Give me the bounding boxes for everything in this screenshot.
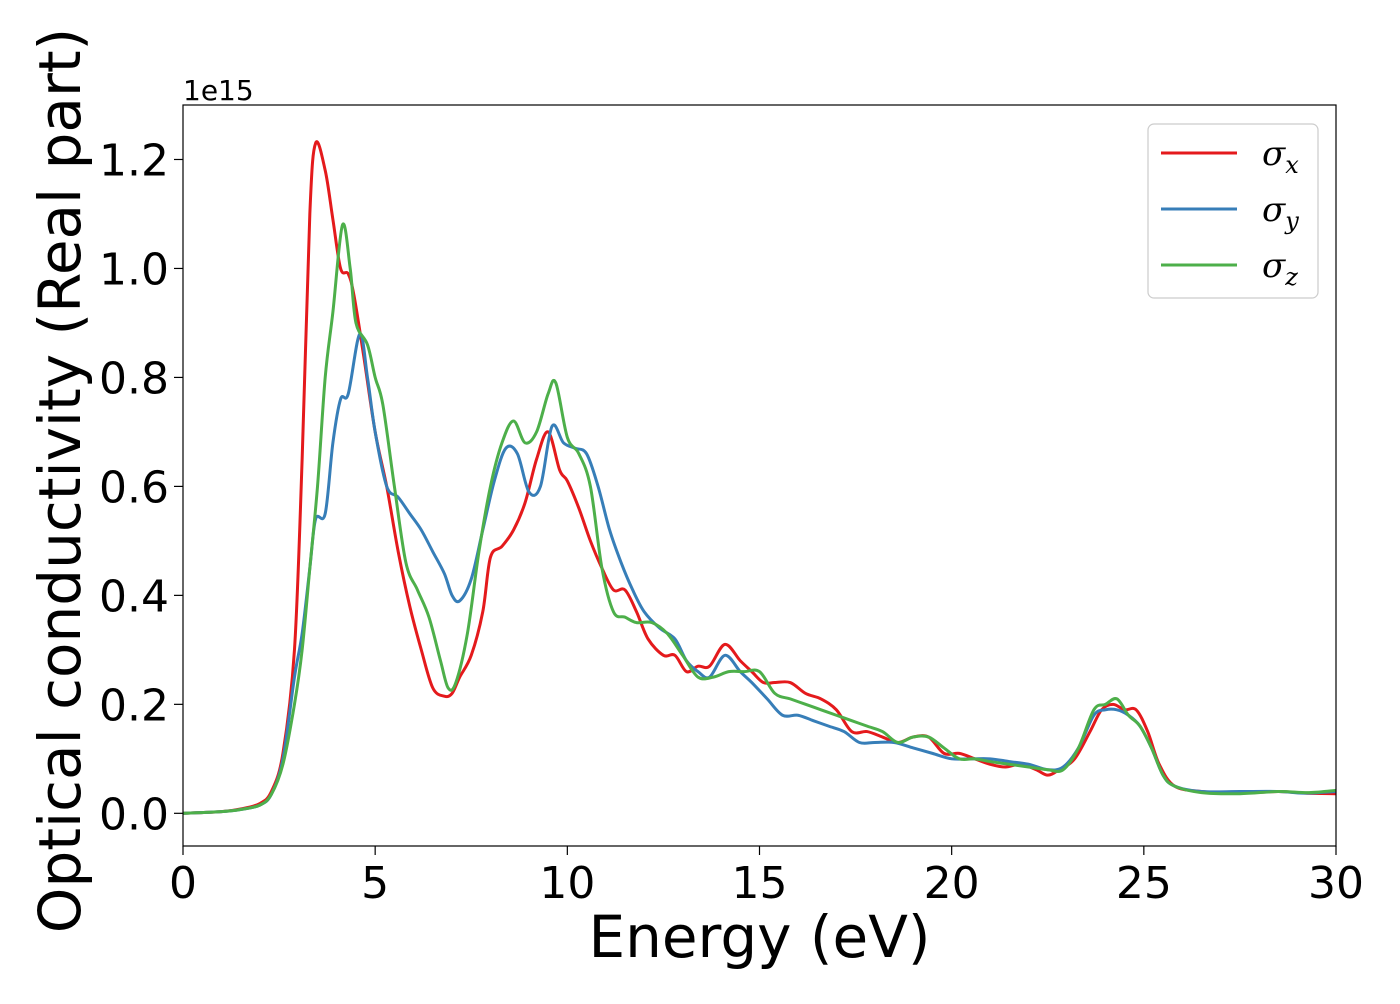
y-tick-label: 1.0 <box>99 244 169 295</box>
legend-entry-z: σz <box>1262 246 1298 291</box>
y-axis-offset-label: 1e15 <box>183 74 254 107</box>
legend-entry-subscript: x <box>1285 151 1299 179</box>
x-tick-label: 0 <box>169 858 197 909</box>
legend-entry-x: σx <box>1262 134 1299 179</box>
legend-box <box>1147 123 1319 299</box>
x-axis-ticks: 0 5 10 15 20 25 30 <box>169 846 1364 909</box>
y-axis-label: Optical conductivity (Real part) <box>26 28 94 933</box>
x-tick-label: 10 <box>539 858 595 909</box>
x-tick-label: 15 <box>732 858 788 909</box>
x-axis-label: Energy (eV) <box>588 903 930 971</box>
y-tick-label: 0.6 <box>99 462 169 513</box>
y-tick-label: 0.2 <box>99 680 169 731</box>
legend-entry-name: σ <box>1262 246 1286 286</box>
legend-entry-subscript: z <box>1284 263 1298 291</box>
x-tick-label: 30 <box>1308 858 1364 909</box>
x-tick-label: 5 <box>361 858 389 909</box>
legend-entry-subscript: y <box>1284 207 1299 235</box>
y-tick-label: 0.0 <box>99 789 169 840</box>
y-tick-label: 0.8 <box>99 353 169 404</box>
series-line-z <box>183 222 1336 815</box>
legend-entry-y: σy <box>1262 190 1299 235</box>
y-tick-label: 1.2 <box>99 135 169 186</box>
x-tick-label: 25 <box>1116 858 1172 909</box>
series-group <box>183 140 1336 815</box>
y-tick-label: 0.4 <box>99 571 169 622</box>
y-axis-ticks: 0.0 0.2 0.4 0.6 0.8 1.0 1.2 <box>99 135 183 840</box>
legend-entry-name: σ <box>1262 134 1286 174</box>
legend-entry-name: σ <box>1262 190 1286 230</box>
x-tick-label: 20 <box>924 858 980 909</box>
